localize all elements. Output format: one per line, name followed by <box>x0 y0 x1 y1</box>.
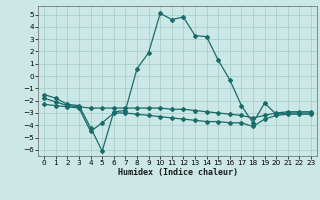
X-axis label: Humidex (Indice chaleur): Humidex (Indice chaleur) <box>118 168 238 177</box>
